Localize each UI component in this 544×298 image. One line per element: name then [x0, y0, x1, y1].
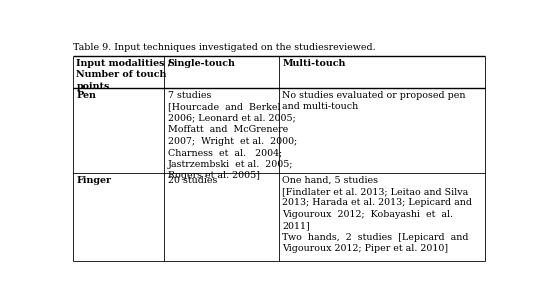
Text: Finger: Finger — [76, 176, 112, 184]
Text: Multi-touch: Multi-touch — [282, 59, 345, 68]
Text: No studies evaluated or proposed pen
and multi-touch: No studies evaluated or proposed pen and… — [282, 91, 466, 111]
Text: 20 studies: 20 studies — [168, 176, 217, 184]
Text: Input modalities /
Number of touch
points: Input modalities / Number of touch point… — [76, 59, 172, 91]
Text: One hand, 5 studies
[Findlater et al. 2013; Leitao and Silva
2013; Harada et al.: One hand, 5 studies [Findlater et al. 20… — [282, 176, 472, 253]
Text: 7 studies
[Hourcade  and  Berkel
2006; Leonard et al. 2005;
Moffatt  and  McGren: 7 studies [Hourcade and Berkel 2006; Leo… — [168, 91, 297, 180]
Text: Pen: Pen — [76, 91, 96, 100]
Text: Table 9. Input techniques investigated on the studiesreviewed.: Table 9. Input techniques investigated o… — [73, 43, 376, 52]
Text: Single-touch: Single-touch — [168, 59, 236, 68]
